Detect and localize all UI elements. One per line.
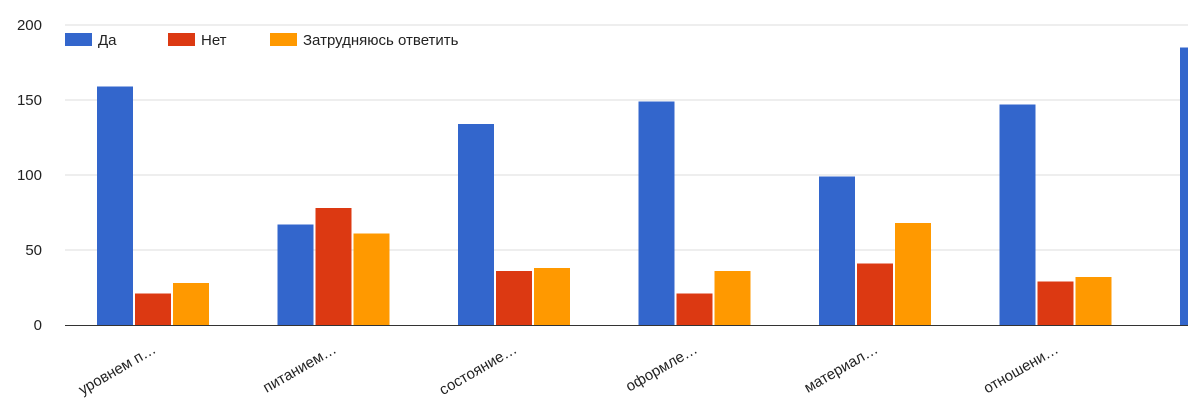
category-label: питанием… bbox=[260, 341, 339, 397]
legend-swatch bbox=[168, 33, 195, 46]
bar-net bbox=[1037, 281, 1074, 325]
bar-net bbox=[496, 271, 532, 325]
y-tick-label: 0 bbox=[34, 317, 42, 334]
legend-label: Нет bbox=[201, 32, 227, 49]
bar-zatrudnyayus bbox=[173, 283, 209, 325]
y-tick-label: 150 bbox=[17, 92, 42, 109]
y-tick-label: 50 bbox=[25, 242, 42, 259]
bar-net bbox=[857, 263, 893, 325]
y-tick-label: 100 bbox=[17, 167, 42, 184]
category-label: состояние… bbox=[436, 341, 520, 399]
legend-label: Затрудняюсь ответить bbox=[303, 32, 459, 49]
bar-net bbox=[315, 208, 352, 325]
bar-da bbox=[277, 224, 314, 325]
legend-label: Да bbox=[98, 32, 117, 49]
bar-zatrudnyayus bbox=[714, 271, 751, 325]
legend-swatch bbox=[65, 33, 92, 46]
bar-da bbox=[1180, 47, 1188, 325]
bar-da bbox=[819, 176, 855, 325]
bar-da bbox=[97, 86, 133, 325]
category-label: отношени… bbox=[981, 341, 1062, 398]
bar-zatrudnyayus bbox=[1075, 277, 1112, 325]
bar-zatrudnyayus bbox=[534, 268, 570, 325]
bar-zatrudnyayus bbox=[895, 223, 931, 325]
bar-net bbox=[135, 293, 171, 325]
category-label: уровнем п… bbox=[76, 341, 159, 399]
category-label: материал… bbox=[801, 341, 881, 397]
bar-net bbox=[676, 293, 713, 325]
bar-da bbox=[458, 124, 494, 325]
bar-da bbox=[999, 104, 1036, 325]
bar-zatrudnyayus bbox=[353, 233, 390, 325]
category-label: оформле… bbox=[623, 341, 701, 396]
legend-swatch bbox=[270, 33, 297, 46]
bar-da bbox=[638, 101, 675, 325]
y-tick-label: 200 bbox=[17, 17, 42, 34]
